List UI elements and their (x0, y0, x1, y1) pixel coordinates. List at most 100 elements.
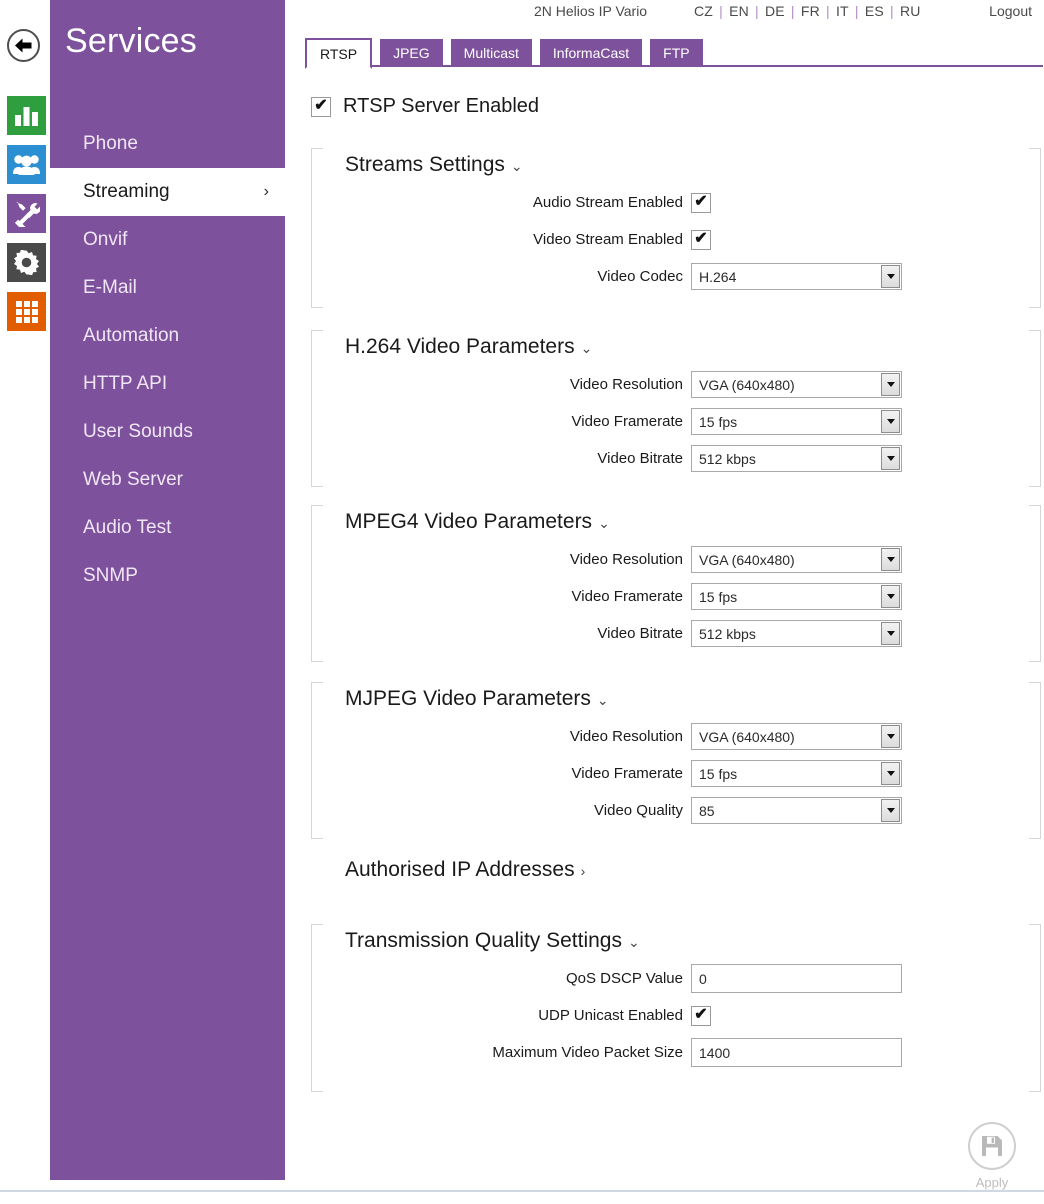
section-title: Authorised IP Addresses (345, 858, 575, 881)
checkbox-video-stream-enabled[interactable]: ✔ (691, 229, 711, 250)
rtsp-server-enabled-row: ✔ RTSP Server Enabled (311, 95, 539, 118)
rail-icon-hardware[interactable] (7, 194, 46, 233)
field-label-video-framerate: Video Framerate (571, 413, 683, 430)
language-separator: | (850, 3, 863, 19)
section-body: Audio Stream Enabled ✔ Video Stream Enable… (311, 182, 1041, 295)
sidebar-item-streaming[interactable]: Streaming › (50, 168, 291, 216)
section-title: Transmission Quality Settings (345, 929, 622, 952)
sidebar-item-snmp[interactable]: SNMP (50, 552, 285, 600)
language-link-ru[interactable]: RU (899, 3, 921, 19)
field-control: H.264 (691, 263, 902, 290)
input-qos-dscp-value[interactable] (691, 964, 902, 993)
tab-multicast[interactable]: Multicast (450, 39, 532, 67)
select-value: VGA (640x480) (699, 551, 795, 568)
section-link-authorised-ip-addresses[interactable]: Authorised IP Addresses › (345, 858, 585, 882)
language-link-it[interactable]: IT (835, 3, 849, 19)
select-video-resolution[interactable]: VGA (640x480) (691, 723, 902, 750)
field-control: ✔ (691, 229, 711, 250)
chevron-down-icon: ⌄ (628, 934, 640, 950)
chevron-down-icon[interactable] (881, 373, 900, 396)
sidebar-item-web-server[interactable]: Web Server (50, 456, 285, 504)
chevron-down-icon[interactable] (881, 265, 900, 288)
field-label-video-framerate: Video Framerate (571, 588, 683, 605)
select-video-codec[interactable]: H.264 (691, 263, 902, 290)
language-separator: | (885, 3, 898, 19)
sidebar-item-audio-test[interactable]: Audio Test (50, 504, 285, 552)
chevron-down-icon[interactable] (881, 548, 900, 571)
chevron-down-icon[interactable] (881, 447, 900, 470)
select-video-bitrate[interactable]: 512 kbps (691, 620, 902, 647)
input-maximum-video-packet-size[interactable] (691, 1038, 902, 1067)
tab-jpeg[interactable]: JPEG (380, 39, 443, 67)
select-video-quality[interactable]: 85 (691, 797, 902, 824)
sidebar-item-http-api[interactable]: HTTP API (50, 360, 285, 408)
back-button[interactable] (7, 29, 40, 62)
rail-icon-statistics[interactable] (7, 96, 46, 135)
chevron-down-icon[interactable] (881, 725, 900, 748)
sidebar-item-label: Streaming (83, 181, 170, 202)
select-video-resolution[interactable]: VGA (640x480) (691, 371, 902, 398)
logout-link[interactable]: Logout (989, 3, 1032, 19)
check-icon: ✔ (314, 96, 328, 114)
sidebar-item-automation[interactable]: Automation (50, 312, 285, 360)
tab-ftp[interactable]: FTP (650, 39, 703, 67)
select-video-framerate[interactable]: 15 fps (691, 583, 902, 610)
select-video-framerate[interactable]: 15 fps (691, 760, 902, 787)
rail-icon-directory[interactable] (7, 145, 46, 184)
rtsp-server-enabled-checkbox[interactable]: ✔ (311, 96, 331, 117)
apply-button[interactable]: Apply (962, 1122, 1022, 1190)
section-header-mpeg4-video-parameters[interactable]: MPEG4 Video Parameters ⌄ (311, 505, 1041, 539)
field-control: 15 fps (691, 408, 902, 435)
field-row-maximum-video-packet-size: Maximum Video Packet Size (311, 1034, 1041, 1071)
device-name: 2N Helios IP Vario (534, 3, 648, 19)
section-header-h-264-video-parameters[interactable]: H.264 Video Parameters ⌄ (311, 330, 1041, 364)
select-video-bitrate[interactable]: 512 kbps (691, 445, 902, 472)
rail-icon-system[interactable] (7, 243, 46, 282)
sidebar-item-phone[interactable]: Phone (50, 120, 285, 168)
chevron-down-icon: ⌄ (596, 692, 609, 708)
select-value: 15 fps (699, 588, 738, 605)
checkbox-udp-unicast-enabled[interactable]: ✔ (691, 1005, 711, 1026)
content-area: RTSP JPEG Multicast InformaCast FTP ✔ RTSP S… (303, 0, 1044, 1190)
chevron-down-icon[interactable] (881, 622, 900, 645)
field-control: 512 kbps (691, 445, 902, 472)
language-separator: | (715, 3, 728, 19)
section-header-streams-settings[interactable]: Streams Settings ⌄ (311, 148, 1041, 182)
select-video-resolution[interactable]: VGA (640x480) (691, 546, 902, 573)
section-header-mjpeg-video-parameters[interactable]: MJPEG Video Parameters ⌄ (311, 682, 1041, 716)
language-link-en[interactable]: EN (729, 3, 749, 19)
field-label-audio-stream-enabled: Audio Stream Enabled (532, 194, 683, 211)
select-value: 512 kbps (699, 450, 756, 467)
section-title: MPEG4 Video Parameters (345, 510, 593, 533)
sidebar-item-onvif[interactable]: Onvif (50, 216, 285, 264)
sidebar-item-user-sounds[interactable]: User Sounds (50, 408, 285, 456)
chevron-down-icon[interactable] (881, 762, 900, 785)
checkbox-audio-stream-enabled[interactable]: ✔ (691, 192, 711, 213)
language-link-fr[interactable]: FR (800, 3, 820, 19)
language-link-es[interactable]: ES (864, 3, 884, 19)
section-body: Video Resolution VGA (640x480) Video Frame… (311, 364, 1041, 477)
select-video-framerate[interactable]: 15 fps (691, 408, 902, 435)
section-transmission-quality-settings: Transmission Quality Settings ⌄ QoS DSCP V… (311, 924, 1041, 1092)
select-value: 85 (699, 802, 715, 819)
language-link-de[interactable]: DE (764, 3, 785, 19)
sidebar-item-label: Web Server (83, 469, 183, 490)
chevron-down-icon[interactable] (881, 799, 900, 822)
select-value: 15 fps (699, 765, 738, 782)
tab-informacast[interactable]: InformaCast (539, 39, 643, 67)
section-bracket-right (1029, 148, 1041, 308)
chevron-down-icon[interactable] (881, 410, 900, 433)
select-value: H.264 (699, 268, 737, 285)
rail-icon-services[interactable] (7, 292, 46, 331)
section-title: H.264 Video Parameters (345, 335, 575, 358)
sidebar-item-e-mail[interactable]: E-Mail (50, 264, 285, 312)
language-switcher[interactable]: CZ | EN | DE | FR | IT | ES | RU (694, 3, 921, 19)
chevron-down-icon[interactable] (881, 585, 900, 608)
field-control: ✔ (691, 192, 711, 213)
tab-rtsp[interactable]: RTSP (305, 38, 373, 69)
section-header-transmission-quality-settings[interactable]: Transmission Quality Settings ⌄ (311, 924, 1041, 958)
language-link-cz[interactable]: CZ (694, 3, 714, 19)
check-icon: ✔ (694, 229, 708, 247)
field-row-video-framerate: Video Framerate 15 fps (311, 403, 1041, 440)
